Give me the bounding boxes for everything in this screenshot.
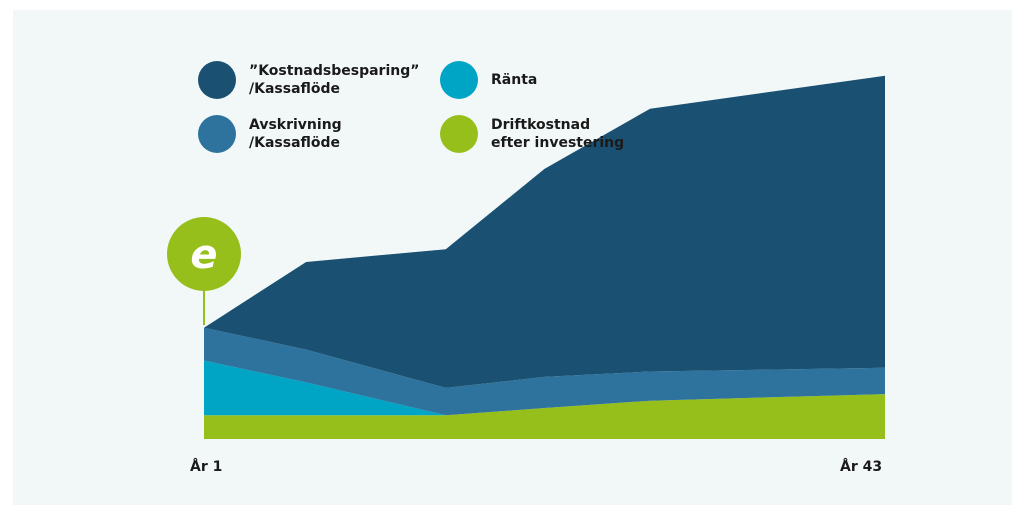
legend-swatch	[198, 115, 236, 153]
legend-swatch	[198, 61, 236, 99]
legend-item-ranta: Ränta	[440, 61, 537, 99]
x-tick-label-end: År 43	[840, 459, 883, 475]
area-kostnadsbesparing	[204, 75, 885, 388]
start-marker: e	[167, 217, 241, 325]
legend-swatch	[440, 61, 478, 99]
marker-letter: e	[190, 232, 217, 278]
legend-label: Avskrivning /Kassaflöde	[249, 117, 342, 151]
area-series-group	[204, 75, 885, 439]
legend-swatch	[440, 115, 478, 153]
legend-item-driftkostnad: Driftkostnad efter investering	[440, 115, 624, 153]
marker-circle	[167, 217, 241, 291]
area-driftkostnad	[204, 394, 885, 439]
legend-item-kostnadsbesparing: ”Kostnadsbesparing” /Kassaflöde	[198, 61, 419, 99]
area-avskrivning	[204, 327, 885, 416]
legend-label: Ränta	[491, 72, 538, 88]
legend-item-avskrivning: Avskrivning /Kassaflöde	[198, 115, 342, 153]
x-tick-label-start: År 1	[190, 459, 223, 475]
legend-label: Driftkostnad efter investering	[491, 117, 625, 151]
area-ranta	[204, 360, 885, 416]
legend-label: ”Kostnadsbesparing” /Kassaflöde	[249, 63, 420, 97]
